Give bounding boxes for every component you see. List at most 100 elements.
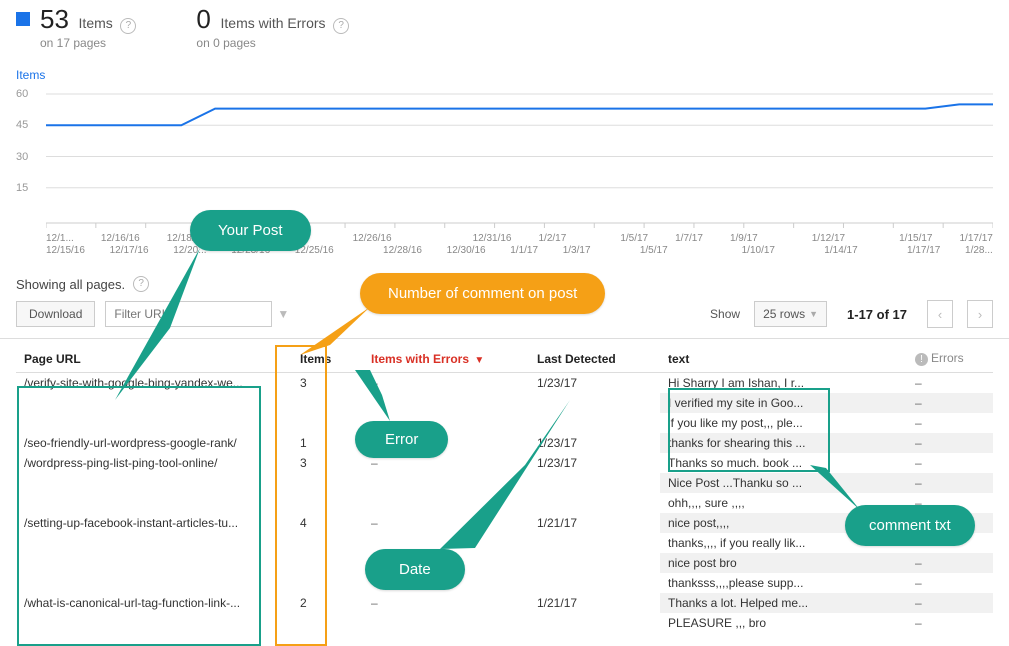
cell-errors: – xyxy=(907,553,993,573)
cell-errors: – xyxy=(907,393,993,413)
x-axis-label: 1/15/17 xyxy=(899,233,932,244)
y-axis-label: 60 xyxy=(16,88,28,100)
x-axis-label: 1/12/17 xyxy=(812,233,845,244)
pager-prev-button[interactable]: ‹ xyxy=(927,300,953,328)
chevron-down-icon: ▼ xyxy=(809,309,818,319)
filter-icon[interactable]: ▼ xyxy=(277,307,289,321)
table-row[interactable]: /what-is-canonical-url-tag-function-link… xyxy=(16,593,993,613)
table-row[interactable]: /seo-friendly-url-wordpress-google-rank/… xyxy=(16,433,993,453)
x-axis-label: 1/10/17 xyxy=(742,245,775,256)
cell-text: Thanks a lot. Helped me... xyxy=(660,593,907,613)
items-sub: on 17 pages xyxy=(40,36,136,50)
cell-text: nice post bro xyxy=(660,553,907,573)
cell-text: Thanks so much. book ... xyxy=(660,453,907,473)
cell-date: 1/21/17 xyxy=(529,593,660,633)
x-axis-label: 1/2/17 xyxy=(539,233,567,244)
chart-title: Items xyxy=(16,68,993,82)
rows-select[interactable]: 25 rows ▼ xyxy=(754,301,827,327)
x-axis-label: 1/17/17 xyxy=(960,233,993,244)
y-axis-label: 30 xyxy=(16,151,28,163)
help-icon[interactable]: ? xyxy=(333,18,349,34)
help-icon[interactable]: ? xyxy=(133,276,149,292)
x-axis-label: 12/28/16 xyxy=(383,245,422,256)
cell-errors: – xyxy=(907,433,993,453)
y-axis-label: 45 xyxy=(16,119,28,131)
filter-box[interactable]: ▼ xyxy=(105,301,272,327)
table-row[interactable]: /verify-site-with-google-bing-yandex-we.… xyxy=(16,373,993,394)
cell-url[interactable]: /what-is-canonical-url-tag-function-link… xyxy=(16,593,292,633)
x-axis-label: 1/14/17 xyxy=(824,245,857,256)
callout-your-post: Your Post xyxy=(190,210,311,251)
x-axis-label: 1/5/17 xyxy=(620,233,648,244)
x-axis-top: 12/1...12/16/1612/18/1612/22/1612/26/161… xyxy=(16,233,993,244)
summary-errors: 0 Items with Errors ? on 0 pages xyxy=(196,6,349,50)
sort-desc-icon: ▼ xyxy=(474,355,484,366)
help-icon[interactable]: ? xyxy=(120,18,136,34)
cell-text: thanksss,,,,please supp... xyxy=(660,573,907,593)
th-last-detected[interactable]: Last Detected xyxy=(529,345,660,373)
th-items-errors[interactable]: Items with Errors ▼ xyxy=(363,345,529,373)
summary-items: 53 Items ? on 17 pages xyxy=(16,6,136,50)
cell-date: 1/23/17 xyxy=(529,453,660,513)
cell-text: Nice Post ...Thanku so ... xyxy=(660,473,907,493)
cell-url[interactable]: /setting-up-facebook-instant-articles-tu… xyxy=(16,513,292,593)
cell-items: 2 xyxy=(292,593,363,633)
cell-date: 1/23/17 xyxy=(529,433,660,453)
pager-next-button[interactable]: › xyxy=(967,300,993,328)
cell-errors: – xyxy=(907,373,993,394)
cell-items-errors: – xyxy=(363,593,529,633)
table-row[interactable]: /wordpress-ping-list-ping-tool-online/3–… xyxy=(16,453,993,473)
cell-text: if you like my post,,, ple... xyxy=(660,413,907,433)
cell-text: thanks for shearing this ... xyxy=(660,433,907,453)
cell-items: 1 xyxy=(292,433,363,453)
callout-num-comment: Number of comment on post xyxy=(360,273,605,314)
x-axis-label: 12/15/16 xyxy=(46,245,85,256)
rows-select-value: 25 rows xyxy=(763,307,805,321)
data-table: Page URL Items Items with Errors ▼ Last … xyxy=(16,345,993,633)
cell-items: 4 xyxy=(292,513,363,593)
divider xyxy=(0,338,1009,339)
cell-errors: – xyxy=(907,473,993,493)
cell-date: 1/23/17 xyxy=(529,373,660,434)
x-axis-label: 12/16/16 xyxy=(101,233,140,244)
errors-count: 0 xyxy=(196,4,210,34)
cell-url[interactable]: /wordpress-ping-list-ping-tool-online/ xyxy=(16,453,292,513)
th-page-url[interactable]: Page URL xyxy=(16,345,292,373)
cell-errors: – xyxy=(907,453,993,473)
items-label: Items xyxy=(79,15,113,31)
x-axis-bottom: 12/15/1612/17/1612/20...12/23/1612/25/16… xyxy=(16,245,993,256)
cell-errors: – xyxy=(907,573,993,593)
cell-url[interactable]: /seo-friendly-url-wordpress-google-rank/ xyxy=(16,433,292,453)
cell-url[interactable]: /verify-site-with-google-bing-yandex-we.… xyxy=(16,373,292,434)
x-axis-label: 1/7/17 xyxy=(675,233,703,244)
cell-items: 3 xyxy=(292,373,363,434)
error-icon: ! xyxy=(915,353,928,366)
cell-errors: – xyxy=(907,613,993,633)
chart-area: 60 45 30 15 xyxy=(16,88,993,233)
cell-items-errors: – xyxy=(363,453,529,513)
x-axis-label: 1/5/17 xyxy=(640,245,668,256)
x-axis-label: 1/17/17 xyxy=(907,245,940,256)
line-chart xyxy=(46,88,993,233)
showing-label: Showing all pages. xyxy=(16,277,125,292)
cell-text: I verified my site in Goo... xyxy=(660,393,907,413)
show-label: Show xyxy=(710,307,740,321)
summary-row: 53 Items ? on 17 pages 0 Items with Erro… xyxy=(16,6,993,50)
items-color-swatch xyxy=(16,12,30,26)
x-axis-label: 1/9/17 xyxy=(730,233,758,244)
errors-label: Items with Errors xyxy=(221,15,326,31)
x-axis-label: 12/1... xyxy=(46,233,74,244)
cell-date: 1/21/17 xyxy=(529,513,660,593)
cell-errors: – xyxy=(907,413,993,433)
cell-text: PLEASURE ,,, bro xyxy=(660,613,907,633)
th-errors[interactable]: !Errors xyxy=(907,345,993,373)
th-items[interactable]: Items xyxy=(292,345,363,373)
y-axis-label: 15 xyxy=(16,182,28,194)
callout-error: Error xyxy=(355,421,448,458)
download-button[interactable]: Download xyxy=(16,301,95,327)
x-axis-label: 1/1/17 xyxy=(510,245,538,256)
callout-date: Date xyxy=(365,549,465,590)
th-text[interactable]: text xyxy=(660,345,907,373)
th-errors-label: Errors xyxy=(931,351,964,365)
filter-input[interactable] xyxy=(106,302,277,326)
